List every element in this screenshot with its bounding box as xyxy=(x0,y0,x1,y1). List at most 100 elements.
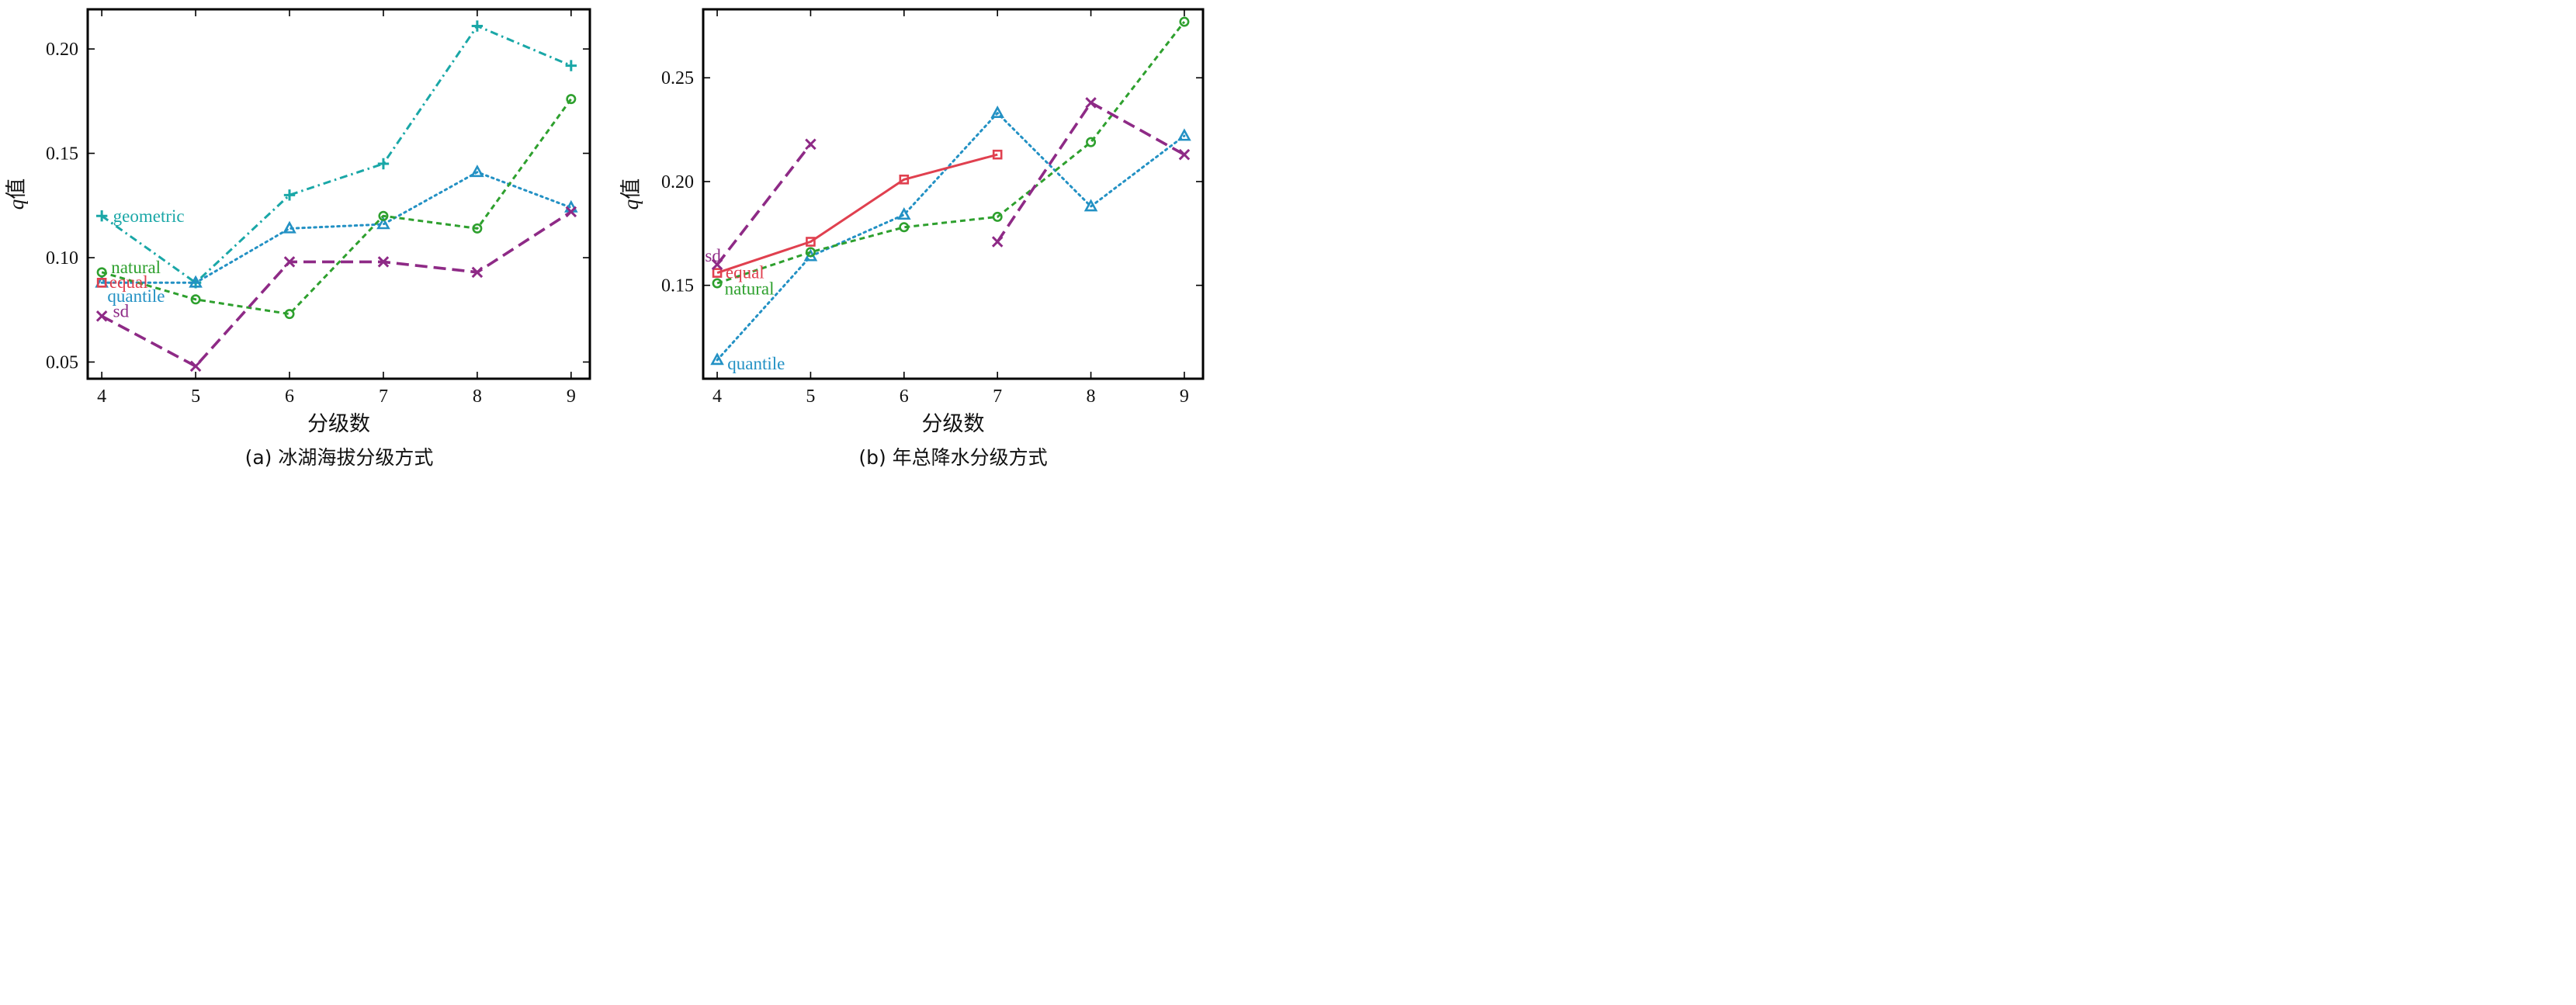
point-natural xyxy=(712,278,723,289)
series-line-quantile xyxy=(716,112,1186,362)
point-geometric xyxy=(565,60,577,71)
x-tick-label: 8 xyxy=(1087,386,1096,407)
series-label-equal: equal xyxy=(726,262,764,282)
panel-a: 4 5 6 7 8 9 0.05 0.10 0.15 0.20 geometric naturaleq… xyxy=(5,8,591,469)
series-sd xyxy=(95,206,577,373)
x-tick-label: 7 xyxy=(379,386,388,407)
point-sd xyxy=(189,360,202,373)
y-tick-label: 0.15 xyxy=(46,144,78,165)
point-equal xyxy=(992,149,1003,160)
series-line-geometric xyxy=(101,25,572,284)
point-sd xyxy=(805,138,816,151)
series-label-sd: sd xyxy=(705,246,721,265)
x-tick-label: 5 xyxy=(191,386,200,407)
x-tick-label: 9 xyxy=(567,386,576,407)
point-sd xyxy=(991,236,1004,248)
y-tick-label: 0.20 xyxy=(46,40,78,60)
point-sd xyxy=(1085,97,1097,109)
series-label-quantile: quantile xyxy=(107,286,165,306)
y-tick-label: 0.25 xyxy=(661,68,694,88)
point-quantile xyxy=(283,220,296,234)
point-equal xyxy=(96,277,107,288)
x-tick-label: 6 xyxy=(285,386,294,407)
point-quantile xyxy=(470,165,484,178)
y-axis-label-rest: 值 xyxy=(5,178,29,199)
plot-frame xyxy=(702,8,1205,380)
y-axis-label: q值 xyxy=(5,178,29,210)
point-sd xyxy=(283,256,296,268)
panel-caption: (b) 年总降水分级方式 xyxy=(858,446,1047,469)
x-tick-label: 8 xyxy=(473,386,482,407)
point-quantile xyxy=(897,207,911,220)
x-tick-label: 4 xyxy=(712,386,722,407)
series-line-natural xyxy=(716,21,1186,285)
figure: 4 5 6 7 8 90.050.100.150.20geometricnaturaleq… xyxy=(5,8,1205,469)
series-label-sd: sd xyxy=(113,302,130,321)
series-natural xyxy=(96,94,577,320)
point-quantile xyxy=(1177,128,1191,141)
point-natural xyxy=(1086,137,1097,147)
point-equal xyxy=(712,268,723,278)
series-equal xyxy=(96,277,107,288)
series-geometric xyxy=(95,20,577,289)
point-geometric xyxy=(95,210,108,222)
x-tick-label: 6 xyxy=(900,386,909,407)
series-sd xyxy=(711,97,1191,271)
y-axis-label-italic: q xyxy=(619,199,643,210)
point-equal xyxy=(806,237,816,247)
point-natural xyxy=(472,223,483,234)
series-line-equal xyxy=(716,153,998,275)
y-tick-label: 0.20 xyxy=(661,172,694,192)
point-quantile xyxy=(990,106,1004,119)
y-tick-label: 0.10 xyxy=(46,248,78,269)
panel-caption: (a) 冰湖海拔分级方式 xyxy=(245,446,434,469)
point-sd xyxy=(711,258,723,271)
series-label-geometric: geometric xyxy=(113,206,185,226)
series-equal xyxy=(712,149,1003,278)
point-quantile xyxy=(710,352,724,366)
series-line-quantile xyxy=(100,171,573,284)
x-tick-label: 4 xyxy=(97,386,106,407)
point-sd xyxy=(377,256,390,268)
point-natural xyxy=(899,222,910,233)
point-quantile xyxy=(189,275,203,288)
point-natural xyxy=(566,94,577,105)
point-sd xyxy=(471,266,484,279)
point-natural xyxy=(96,267,107,278)
y-tick-label: 0.15 xyxy=(661,276,694,296)
point-quantile xyxy=(376,217,390,230)
y-tick-label: 0.05 xyxy=(46,352,78,373)
point-natural xyxy=(992,211,1003,222)
series-line-sd xyxy=(996,101,1185,243)
point-natural xyxy=(805,247,816,258)
point-natural xyxy=(1179,16,1190,27)
point-geometric xyxy=(283,189,296,201)
plot-frame xyxy=(86,8,591,380)
x-axis-label: 分级数 xyxy=(922,412,985,436)
series-line-sd xyxy=(716,143,812,266)
series-quantile xyxy=(95,165,578,288)
series-natural xyxy=(712,16,1190,289)
series-label-natural: natural xyxy=(725,279,775,299)
point-geometric xyxy=(377,158,390,170)
point-sd xyxy=(565,206,577,218)
x-axis-label: 分级数 xyxy=(307,412,370,436)
series-label-natural: natural xyxy=(111,258,161,277)
x-tick-label: 7 xyxy=(993,386,1002,407)
series-line-sd xyxy=(101,210,572,368)
series-label-equal: equal xyxy=(109,272,148,292)
series-label-quantile: quantile xyxy=(727,354,785,373)
point-natural xyxy=(378,210,389,221)
point-equal xyxy=(899,174,910,185)
series-line-natural xyxy=(101,98,573,316)
point-quantile xyxy=(1083,199,1098,212)
point-sd xyxy=(95,310,108,322)
point-sd xyxy=(1178,148,1191,161)
point-natural xyxy=(190,294,201,305)
y-axis-label-rest: 值 xyxy=(619,178,643,199)
y-axis-label: q值 xyxy=(619,178,643,210)
x-tick-label: 9 xyxy=(1180,386,1189,407)
y-axis-label-italic: q xyxy=(5,199,28,210)
point-geometric xyxy=(471,20,484,32)
